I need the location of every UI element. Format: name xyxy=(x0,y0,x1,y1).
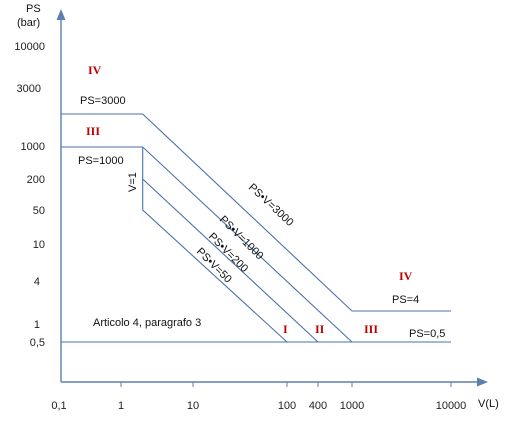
category-label-iv-right: IV xyxy=(399,269,413,283)
x-axis-arrow xyxy=(477,377,488,387)
annotation-ps-3000: PS=3000 xyxy=(80,95,126,107)
annotation-psv-3000: PS•V=3000 xyxy=(246,181,296,228)
category-label-iii-bottom: III xyxy=(364,322,378,336)
y-tick-label: 0,5 xyxy=(30,337,45,349)
x-tick-labels: 0,1 1 10 100 400 1000 10000 xyxy=(51,400,466,412)
x-tick-label: 1 xyxy=(118,400,124,412)
y-tick-labels: 10000 3000 1000 200 50 10 4 1 0,5 xyxy=(14,41,45,349)
y-axis-arrow xyxy=(56,9,66,20)
annotation-ps-0-5: PS=0,5 xyxy=(409,328,445,340)
x-tick-label: 1000 xyxy=(340,400,364,412)
y-tick-label: 1000 xyxy=(21,141,45,153)
annotation-articolo: Articolo 4, paragrafo 3 xyxy=(93,317,201,329)
y-axis-unit: (bar) xyxy=(17,17,40,29)
ps-3000-line xyxy=(61,113,451,312)
category-label-i: I xyxy=(283,322,288,336)
y-tick-label: 10000 xyxy=(14,41,45,53)
ps-1000-line xyxy=(61,146,353,343)
x-tick-label: 10000 xyxy=(436,400,467,412)
annotation-ps-1000: PS=1000 xyxy=(78,155,124,167)
psv-200-line xyxy=(142,147,319,343)
y-tick-label: 1 xyxy=(34,319,40,331)
y-axis-label: PS xyxy=(26,3,41,15)
psv-50-line xyxy=(142,179,288,343)
y-tick-label: 10 xyxy=(33,239,45,251)
annotation-v-1: V=1 xyxy=(127,172,139,192)
y-tick-label: 50 xyxy=(33,205,45,217)
category-label-iv-top: IV xyxy=(88,63,102,77)
x-tick-label: 10 xyxy=(187,400,199,412)
category-label-ii: II xyxy=(315,322,325,336)
axes xyxy=(56,9,488,387)
x-axis-label: V(L) xyxy=(478,398,499,410)
y-tick-label: 3000 xyxy=(17,83,41,95)
curve-labels: PS=3000 PS=1000 PS•V=3000 PS•V=1000 PS•V… xyxy=(78,95,445,340)
limit-lines xyxy=(61,113,451,343)
x-tick-marks xyxy=(120,382,452,387)
x-tick-label: 400 xyxy=(309,400,327,412)
x-tick-label: 0,1 xyxy=(51,400,66,412)
y-tick-label: 200 xyxy=(27,174,45,186)
annotation-ps-4: PS=4 xyxy=(392,294,419,306)
y-tick-label: 4 xyxy=(34,276,40,288)
category-labels: IV III I II III IV xyxy=(86,63,413,336)
category-label-iii-top: III xyxy=(86,124,100,138)
x-tick-label: 100 xyxy=(278,400,296,412)
